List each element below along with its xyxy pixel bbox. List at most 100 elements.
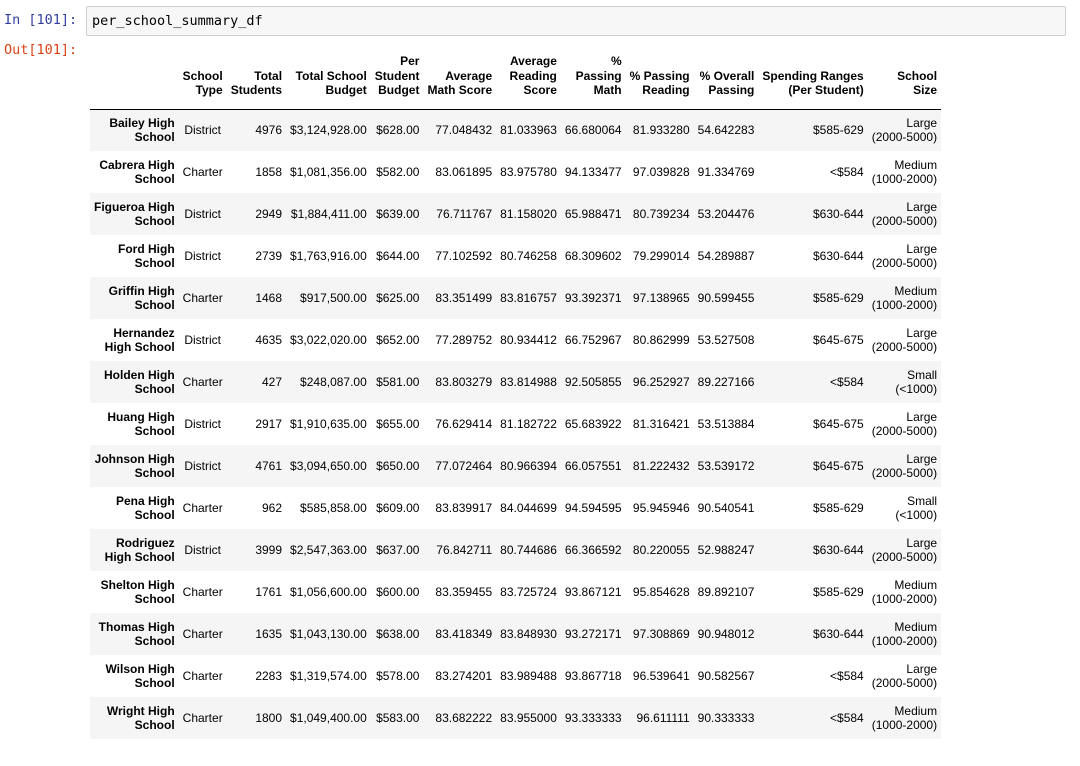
column-header-line: Type (195, 83, 223, 97)
header-row: School Type Total Students Total School Budge… (90, 54, 942, 109)
school-size-line: Large (906, 325, 938, 340)
column-header-line: % Passing (629, 68, 690, 83)
row-index-line: School (134, 424, 175, 438)
table-cell: 53.539172 (697, 458, 755, 473)
school-size-line: (<1000) (895, 508, 938, 522)
school-size-line: Small (907, 367, 938, 382)
school-size-cell: Small (<1000) (868, 361, 941, 403)
school-size-line: Medium (894, 577, 938, 592)
table-cell: 53.527508 (697, 332, 755, 347)
row-index-line: School (134, 130, 175, 145)
table-cell: $1,043,130.00 (290, 626, 367, 641)
table-cell: 83.359455 (435, 584, 493, 599)
table-cell: 80.862999 (632, 332, 690, 347)
code-input-cell[interactable]: per_school_summary_df (86, 6, 1066, 36)
table-cell: $639.00 (376, 206, 420, 221)
school-size-line: Large (906, 199, 938, 214)
table-cell: 80.739234 (632, 206, 690, 221)
row-index-line: Griffin High (108, 283, 175, 298)
row-index-label: Hernandez High School (90, 319, 179, 361)
table-cell: $637.00 (376, 542, 420, 557)
table-cell: 83.061895 (435, 164, 493, 179)
table-cell: 83.418349 (435, 626, 493, 641)
school-size-line: Medium (894, 283, 938, 298)
table-cell: 81.222432 (632, 458, 690, 473)
table-row: Figueroa High School District 2949 $1,884,41… (90, 193, 942, 235)
table-cell: $1,319,574.00 (290, 668, 367, 683)
row-index-line: School (134, 256, 175, 270)
table-cell: $917,500.00 (300, 290, 367, 305)
table-cell: 84.044699 (500, 500, 557, 515)
table-cell: 53.204476 (697, 206, 755, 221)
row-index-line: School (134, 634, 175, 648)
table-cell: $638.00 (376, 626, 420, 641)
table-cell: $3,022,020.00 (290, 332, 367, 347)
table-cell: $585,858.00 (300, 500, 367, 515)
table-cell: $1,081,356.00 (290, 164, 367, 179)
table-cell: 97.039828 (632, 164, 690, 179)
table-cell: $585-629 (813, 123, 864, 137)
table-cell: $583.00 (376, 710, 420, 725)
table-cell: 77.102592 (435, 248, 493, 263)
table-cell: 81.316421 (632, 416, 690, 431)
school-size-line: Large (906, 451, 938, 466)
row-index-line: School (134, 508, 175, 522)
table-cell: District (184, 123, 222, 137)
table-cell: 66.366592 (564, 542, 622, 557)
column-header: % Overall Passing (694, 54, 759, 109)
school-size-line: Medium (894, 703, 938, 718)
school-size-cell: Large (2000-5000) (868, 403, 941, 445)
output-prompt: Out[101]: (4, 42, 78, 58)
table-cell: 76.711767 (436, 206, 493, 221)
table-cell: 80.746258 (500, 248, 557, 263)
school-size-line: (2000-5000) (871, 676, 938, 690)
school-size-line: (1000-2000) (871, 634, 938, 648)
column-header-line: Score (523, 83, 557, 97)
table-cell: 96.611111 (636, 710, 690, 725)
column-header-line: School (182, 68, 223, 83)
table-cell: 95.945946 (632, 500, 690, 515)
row-index-label: Ford High School (90, 235, 179, 277)
table-cell: 4976 (255, 123, 283, 137)
table-cell: 83.848930 (500, 626, 557, 641)
table-cell: 83.351499 (435, 290, 493, 305)
table-cell: 80.744686 (500, 542, 557, 557)
dataframe-table: School Type Total Students Total School Budge… (90, 54, 942, 739)
school-size-cell: Large (2000-5000) (868, 445, 941, 487)
table-cell: <$584 (830, 164, 864, 179)
table-cell: 1761 (255, 584, 283, 599)
row-index-line: Cabrera High (99, 157, 175, 172)
table-cell: District (184, 542, 222, 557)
table-header: School Type Total Students Total School Budge… (90, 54, 942, 109)
column-header: Total School Budget (286, 54, 371, 109)
row-index-label: Johnson High School (90, 445, 179, 487)
table-cell: 1800 (255, 710, 283, 725)
table-cell: $1,884,411.00 (290, 206, 367, 221)
table-cell: 83.682222 (435, 710, 493, 725)
school-size-cell: Large (2000-5000) (868, 193, 941, 235)
table-cell: $585-629 (813, 500, 864, 515)
table-cell: 93.867718 (564, 668, 622, 683)
row-index-line: High School (104, 340, 175, 354)
table-cell: 76.842711 (436, 542, 493, 557)
row-index-line: School (134, 466, 175, 480)
input-prompt: In [101]: (4, 12, 78, 28)
table-cell: 81.033963 (500, 123, 557, 137)
table-cell: 96.539641 (632, 668, 690, 683)
row-index-line: Wright High (106, 703, 175, 718)
table-row: Hernandez High School District 4635 $3,022,0… (90, 319, 941, 361)
table-cell: 77.289752 (435, 332, 493, 347)
table-cell: 83.816757 (500, 290, 557, 305)
column-header: Total Students (227, 54, 286, 109)
table-cell: 427 (262, 374, 283, 389)
column-header: % Passing Reading (626, 54, 694, 109)
school-size-line: (2000-5000) (871, 130, 938, 145)
code-text: per_school_summary_df (92, 13, 263, 29)
column-header: School Type (179, 54, 227, 109)
school-size-line: Medium (894, 157, 938, 172)
column-header-line: Passing (575, 68, 622, 83)
column-header-line: Passing (708, 83, 755, 97)
table-cell: $644.00 (376, 248, 420, 263)
table-body: Bailey High School District 4976 $3,124,928.… (90, 109, 942, 739)
row-index-line: Rodriguez (116, 535, 175, 550)
